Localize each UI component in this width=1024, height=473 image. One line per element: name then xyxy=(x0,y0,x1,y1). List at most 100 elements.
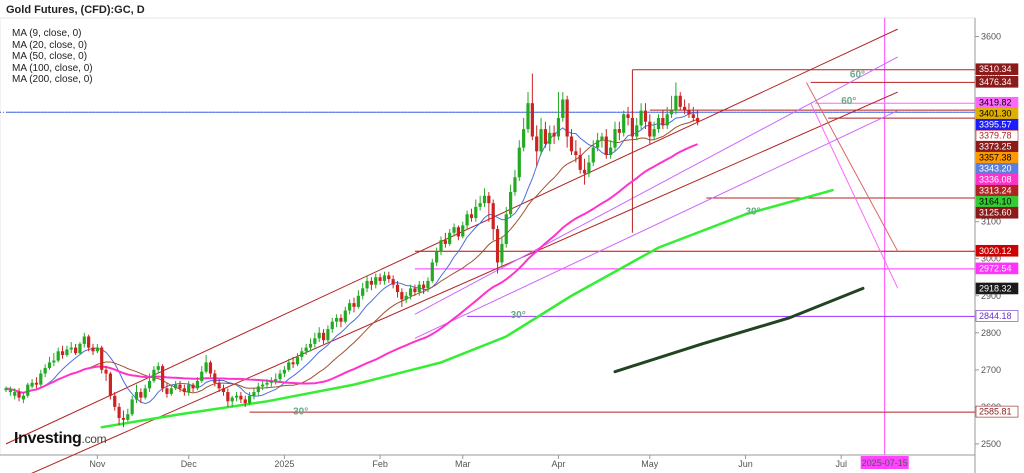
candle xyxy=(200,366,204,383)
moving-average-line xyxy=(100,188,834,429)
price-level-label: 3336.08 xyxy=(975,173,1019,186)
price-level-label: 3419.82 xyxy=(975,96,1019,109)
candle xyxy=(652,121,656,141)
svg-text:3510.34: 3510.34 xyxy=(979,64,1012,74)
candle xyxy=(500,236,504,267)
candle xyxy=(522,117,526,152)
svg-text:3476.34: 3476.34 xyxy=(979,77,1012,87)
candle xyxy=(404,292,408,304)
price-level-label: 2918.32 xyxy=(975,282,1019,295)
candle xyxy=(469,208,474,222)
candle xyxy=(47,356,52,370)
indicator-ma-50[interactable]: MA (50, close, 0) xyxy=(12,51,88,62)
candle xyxy=(696,110,700,126)
svg-text:3379.78: 3379.78 xyxy=(979,131,1012,141)
candle xyxy=(687,103,691,118)
candle xyxy=(252,388,256,400)
moving-average-line xyxy=(613,286,865,374)
candle xyxy=(130,395,134,417)
candle xyxy=(417,280,421,296)
svg-text:3020.12: 3020.12 xyxy=(979,246,1012,256)
candle xyxy=(69,342,73,354)
indicator-ma-200[interactable]: MA (200, close, 0) xyxy=(12,74,93,85)
candle xyxy=(169,384,173,396)
candle xyxy=(95,343,99,354)
indicator-ma-9[interactable]: MA (9, close, 0) xyxy=(12,28,82,39)
price-level-label: 2844.18 xyxy=(975,310,1019,322)
candle xyxy=(395,280,400,298)
candle xyxy=(100,345,104,374)
candle xyxy=(326,325,330,343)
candle xyxy=(87,334,91,352)
candle xyxy=(382,271,387,285)
candle xyxy=(591,140,595,167)
candle xyxy=(391,275,395,289)
angle-label: 30° xyxy=(746,206,761,217)
moving-average-line xyxy=(5,118,698,394)
candle xyxy=(400,288,404,307)
svg-text:3600: 3600 xyxy=(981,32,1001,42)
svg-text:2025-07-15: 2025-07-15 xyxy=(862,458,908,468)
price-level-label: 3357.38 xyxy=(975,151,1019,164)
candle xyxy=(426,277,430,293)
candle xyxy=(52,353,56,367)
candle xyxy=(556,92,561,141)
candle xyxy=(152,366,156,383)
candle xyxy=(461,221,465,239)
candle xyxy=(17,388,21,402)
candle xyxy=(569,129,574,156)
candle xyxy=(187,380,191,396)
candle xyxy=(60,345,65,359)
candle xyxy=(543,121,547,148)
candle xyxy=(487,192,491,222)
svg-text:Jun: Jun xyxy=(738,459,753,469)
candle xyxy=(574,140,578,163)
candle xyxy=(117,403,121,426)
chart-title: Gold Futures, (CFD):GC, D xyxy=(6,4,145,16)
candle xyxy=(265,379,269,389)
candle xyxy=(74,343,78,356)
price-tick: 2500 xyxy=(975,439,1001,449)
candle xyxy=(526,92,530,133)
svg-text:2700: 2700 xyxy=(981,365,1001,375)
candle xyxy=(378,273,382,285)
svg-text:2918.32: 2918.32 xyxy=(979,283,1012,293)
candle xyxy=(178,380,182,393)
candle xyxy=(261,380,265,391)
candle xyxy=(34,377,39,389)
price-tick: 3000 xyxy=(975,254,1001,264)
candle xyxy=(439,236,443,256)
candle xyxy=(661,110,665,130)
price-level-label: 3313.24 xyxy=(975,184,1019,197)
candle xyxy=(174,380,178,391)
candle xyxy=(448,229,452,246)
candle xyxy=(221,384,226,396)
candle xyxy=(248,392,252,406)
candle xyxy=(343,306,347,324)
candle xyxy=(230,395,234,407)
candle xyxy=(300,347,304,361)
time-tick: Dec xyxy=(181,455,197,469)
indicator-ma-20[interactable]: MA (20, close, 0) xyxy=(12,39,88,51)
candle xyxy=(482,188,487,207)
candle xyxy=(691,106,695,122)
candle xyxy=(104,366,108,381)
candle xyxy=(504,206,508,248)
candle xyxy=(26,382,30,398)
candle xyxy=(217,379,221,393)
svg-text:Nov: Nov xyxy=(89,459,106,469)
candle xyxy=(56,347,60,363)
candle xyxy=(65,345,69,357)
candle xyxy=(435,247,439,267)
candle xyxy=(604,129,608,159)
candle xyxy=(565,95,569,148)
candle xyxy=(330,317,334,333)
svg-text:2900: 2900 xyxy=(981,291,1001,301)
candle xyxy=(195,377,199,391)
candle xyxy=(313,332,317,348)
svg-text:3100: 3100 xyxy=(981,217,1001,227)
price-tick: 3600 xyxy=(975,32,1001,42)
trend-line xyxy=(5,28,898,445)
indicator-ma-100[interactable]: MA (100, close, 0) xyxy=(12,62,93,74)
